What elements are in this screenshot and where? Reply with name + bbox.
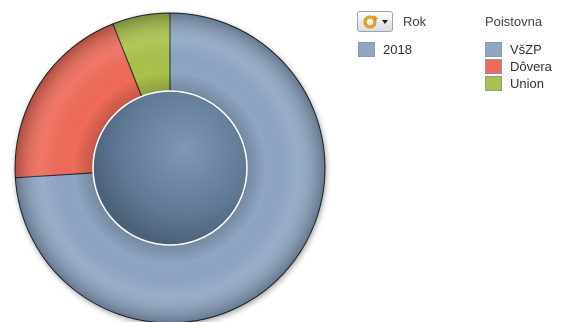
legend-swatch — [485, 58, 502, 74]
legend-item-union[interactable]: Union — [485, 75, 544, 91]
legend-title: Poistovna — [485, 14, 543, 29]
legend-label: VšZP — [510, 41, 542, 57]
legend-swatch — [485, 41, 502, 57]
legend-label: 2018 — [383, 41, 412, 57]
cycle-legend-item[interactable]: 2018 — [358, 41, 412, 57]
legend-swatch — [485, 75, 502, 91]
chevron-down-icon — [382, 20, 388, 24]
legend-item-v-zp[interactable]: VšZP — [485, 41, 542, 57]
legend-item-d-vera[interactable]: Dôvera — [485, 58, 552, 74]
cycle-dimension-label: Rok — [403, 14, 427, 29]
legend-label: Dôvera — [510, 58, 552, 74]
donut-hole — [92, 90, 248, 246]
legend-swatch — [358, 41, 375, 57]
cycle-arrow-icon — [361, 14, 381, 30]
cycle-group-button[interactable] — [357, 11, 393, 32]
legend-label: Union — [510, 75, 544, 91]
